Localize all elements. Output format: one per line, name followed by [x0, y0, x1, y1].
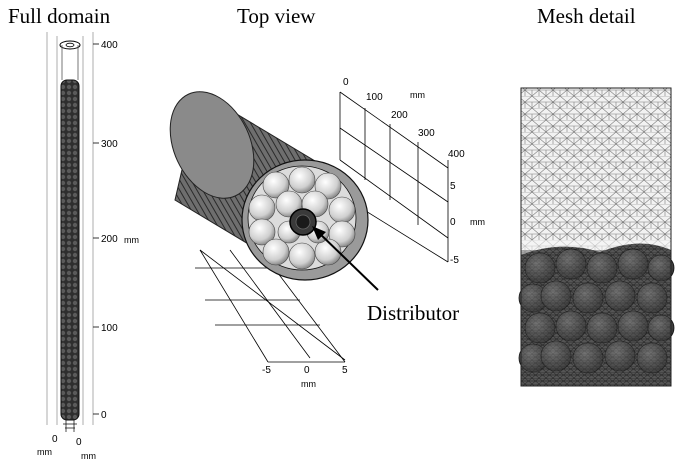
base-tick-right: 0: [76, 437, 82, 448]
base-unit-left: mm: [37, 447, 52, 457]
len-tick-400: 400: [448, 149, 465, 160]
top-view-title: Top view: [237, 4, 316, 28]
z-tick-100: 100: [101, 323, 118, 334]
base-grid: [195, 249, 346, 363]
z-axis-unit: mm: [124, 235, 139, 245]
top-view-panel: 0 100 mm 200 300 400 5 0 mm -5 -5 0: [169, 77, 485, 389]
len-tick-200: 200: [391, 110, 408, 121]
x-axis-unit: mm: [301, 379, 316, 389]
x-tick-0: 0: [304, 365, 310, 376]
packed-column: [60, 79, 80, 421]
z-tick-400: 400: [101, 40, 118, 51]
full-domain-panel: 400 300 200 100 0 mm 0 0 mm mm: [37, 32, 139, 461]
len-tick-300: 300: [418, 128, 435, 139]
y-tick-neg5: -5: [450, 255, 459, 266]
x-tick-5: 5: [342, 365, 348, 376]
len-tick-0: 0: [343, 77, 349, 88]
arrowhead-icon: [312, 226, 326, 240]
top-cap: [59, 40, 81, 50]
mesh-detail-title: Mesh detail: [537, 4, 636, 28]
y-tick-5: 5: [450, 181, 456, 192]
len-tick-100: 100: [366, 92, 383, 103]
z-tick-0: 0: [101, 410, 107, 421]
base-tick-left: 0: [52, 434, 58, 445]
len-axis-unit: mm: [410, 90, 425, 100]
z-tick-200: 200: [101, 234, 118, 245]
full-domain-title: Full domain: [8, 4, 111, 28]
cylinder-back-cap: [169, 91, 255, 199]
distributor-arrow: [315, 229, 379, 291]
distributor-label: Distributor: [367, 301, 459, 325]
y-tick-0: 0: [450, 217, 456, 228]
mesh-detail-panel: [518, 87, 675, 387]
x-tick-neg5: -5: [262, 365, 271, 376]
base-unit-right: mm: [81, 451, 96, 461]
y-axis-unit: mm: [470, 217, 485, 227]
z-tick-300: 300: [101, 139, 118, 150]
